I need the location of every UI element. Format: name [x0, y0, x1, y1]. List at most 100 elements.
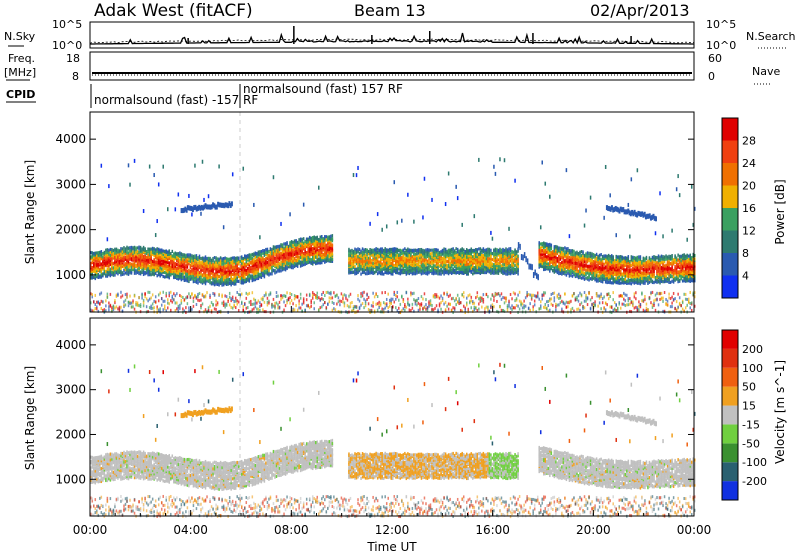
- power-cell: [450, 268, 453, 272]
- power-cell: [138, 263, 140, 267]
- power-cell: [192, 264, 195, 268]
- power-cell: [402, 300, 405, 304]
- power-cell: [259, 254, 261, 258]
- power-cell: [393, 247, 396, 251]
- power-cell: [469, 254, 471, 258]
- power-cell: [209, 262, 211, 266]
- power-cell: [455, 260, 457, 264]
- power-cell: [266, 300, 269, 304]
- power-cell: [543, 291, 545, 295]
- power-cell: [502, 251, 504, 255]
- power-cell: [508, 247, 510, 251]
- power-cell: [277, 259, 279, 263]
- power-cell: [420, 257, 423, 261]
- power-cell: [253, 266, 255, 270]
- power-cell: [404, 264, 406, 268]
- power-cell: [242, 269, 245, 274]
- power-cell: [502, 265, 504, 269]
- power-cell: [263, 264, 266, 269]
- power-cell: [207, 306, 210, 310]
- power-cell: [355, 306, 358, 310]
- power-cell: [206, 275, 208, 279]
- power-cell: [314, 249, 317, 253]
- power-cell: [465, 270, 468, 274]
- power-cell: [200, 306, 202, 310]
- power-cell: [218, 269, 220, 273]
- power-cell: [183, 253, 186, 257]
- power-cell: [266, 260, 269, 265]
- power-cell: [393, 268, 396, 272]
- power-cell: [352, 262, 355, 266]
- power-cell: [287, 254, 290, 258]
- power-cell: [314, 255, 317, 259]
- power-cell: [543, 305, 545, 309]
- power-cell: [286, 248, 288, 252]
- power-cell: [435, 304, 438, 308]
- power-cell: [456, 250, 459, 254]
- power-cell: [328, 253, 331, 257]
- power-cell: [395, 268, 397, 272]
- power-cell: [512, 306, 515, 310]
- power-cell: [496, 292, 498, 296]
- power-cell: [352, 254, 355, 258]
- power-cell: [100, 163, 103, 168]
- power-cell: [216, 267, 219, 271]
- power-cell: [278, 262, 281, 266]
- power-cell: [251, 276, 254, 280]
- power-cell: [147, 273, 149, 277]
- power-cell: [254, 275, 257, 279]
- power-cell: [221, 275, 223, 279]
- power-cell: [493, 262, 495, 267]
- power-cell: [111, 270, 113, 274]
- power-cell: [275, 256, 278, 260]
- power-cell: [121, 254, 124, 258]
- power-cell: [260, 266, 263, 270]
- power-cell: [444, 261, 447, 265]
- power-cell: [90, 268, 92, 272]
- power-cell: [419, 267, 421, 271]
- power-cell: [231, 269, 234, 273]
- power-cell: [452, 267, 454, 271]
- power-cell: [314, 246, 317, 250]
- power-cell: [244, 303, 246, 307]
- power-cell: [260, 261, 263, 266]
- power-cell: [177, 192, 180, 197]
- power-cell: [428, 257, 430, 261]
- power-cell: [165, 262, 168, 266]
- power-cell: [159, 268, 161, 272]
- power-cell: [225, 277, 228, 281]
- power-cell: [198, 254, 201, 258]
- power-cell: [118, 261, 121, 265]
- power-cell: [176, 273, 178, 277]
- power-cell: [354, 258, 356, 262]
- power-cell: [145, 297, 148, 301]
- power-cell: [233, 299, 235, 303]
- power-cell: [404, 262, 406, 266]
- power-cell: [393, 293, 396, 297]
- power-cell: [94, 302, 97, 306]
- power-cell: [349, 305, 352, 309]
- power-cell: [481, 256, 483, 260]
- power-cell: [446, 255, 448, 259]
- power-cell: [416, 252, 418, 256]
- power-cell: [354, 264, 356, 268]
- power-cell: [404, 268, 406, 272]
- power-cell: [111, 250, 113, 254]
- power-cell: [530, 297, 533, 301]
- power-cell: [176, 252, 178, 256]
- power-cell: [390, 263, 392, 267]
- power-cell: [280, 269, 282, 273]
- power-cell: [423, 292, 426, 296]
- power-cell: [452, 261, 454, 265]
- power-cell: [145, 258, 148, 262]
- power-cell: [197, 263, 199, 267]
- power-cell: [271, 272, 273, 276]
- power-cell: [488, 309, 491, 313]
- power-cell: [118, 268, 121, 272]
- power-cell: [447, 250, 450, 254]
- power-cell: [111, 272, 113, 277]
- power-cell: [532, 308, 534, 312]
- power-cell: [481, 250, 483, 254]
- power-cell: [449, 261, 451, 265]
- power-cell: [236, 256, 238, 260]
